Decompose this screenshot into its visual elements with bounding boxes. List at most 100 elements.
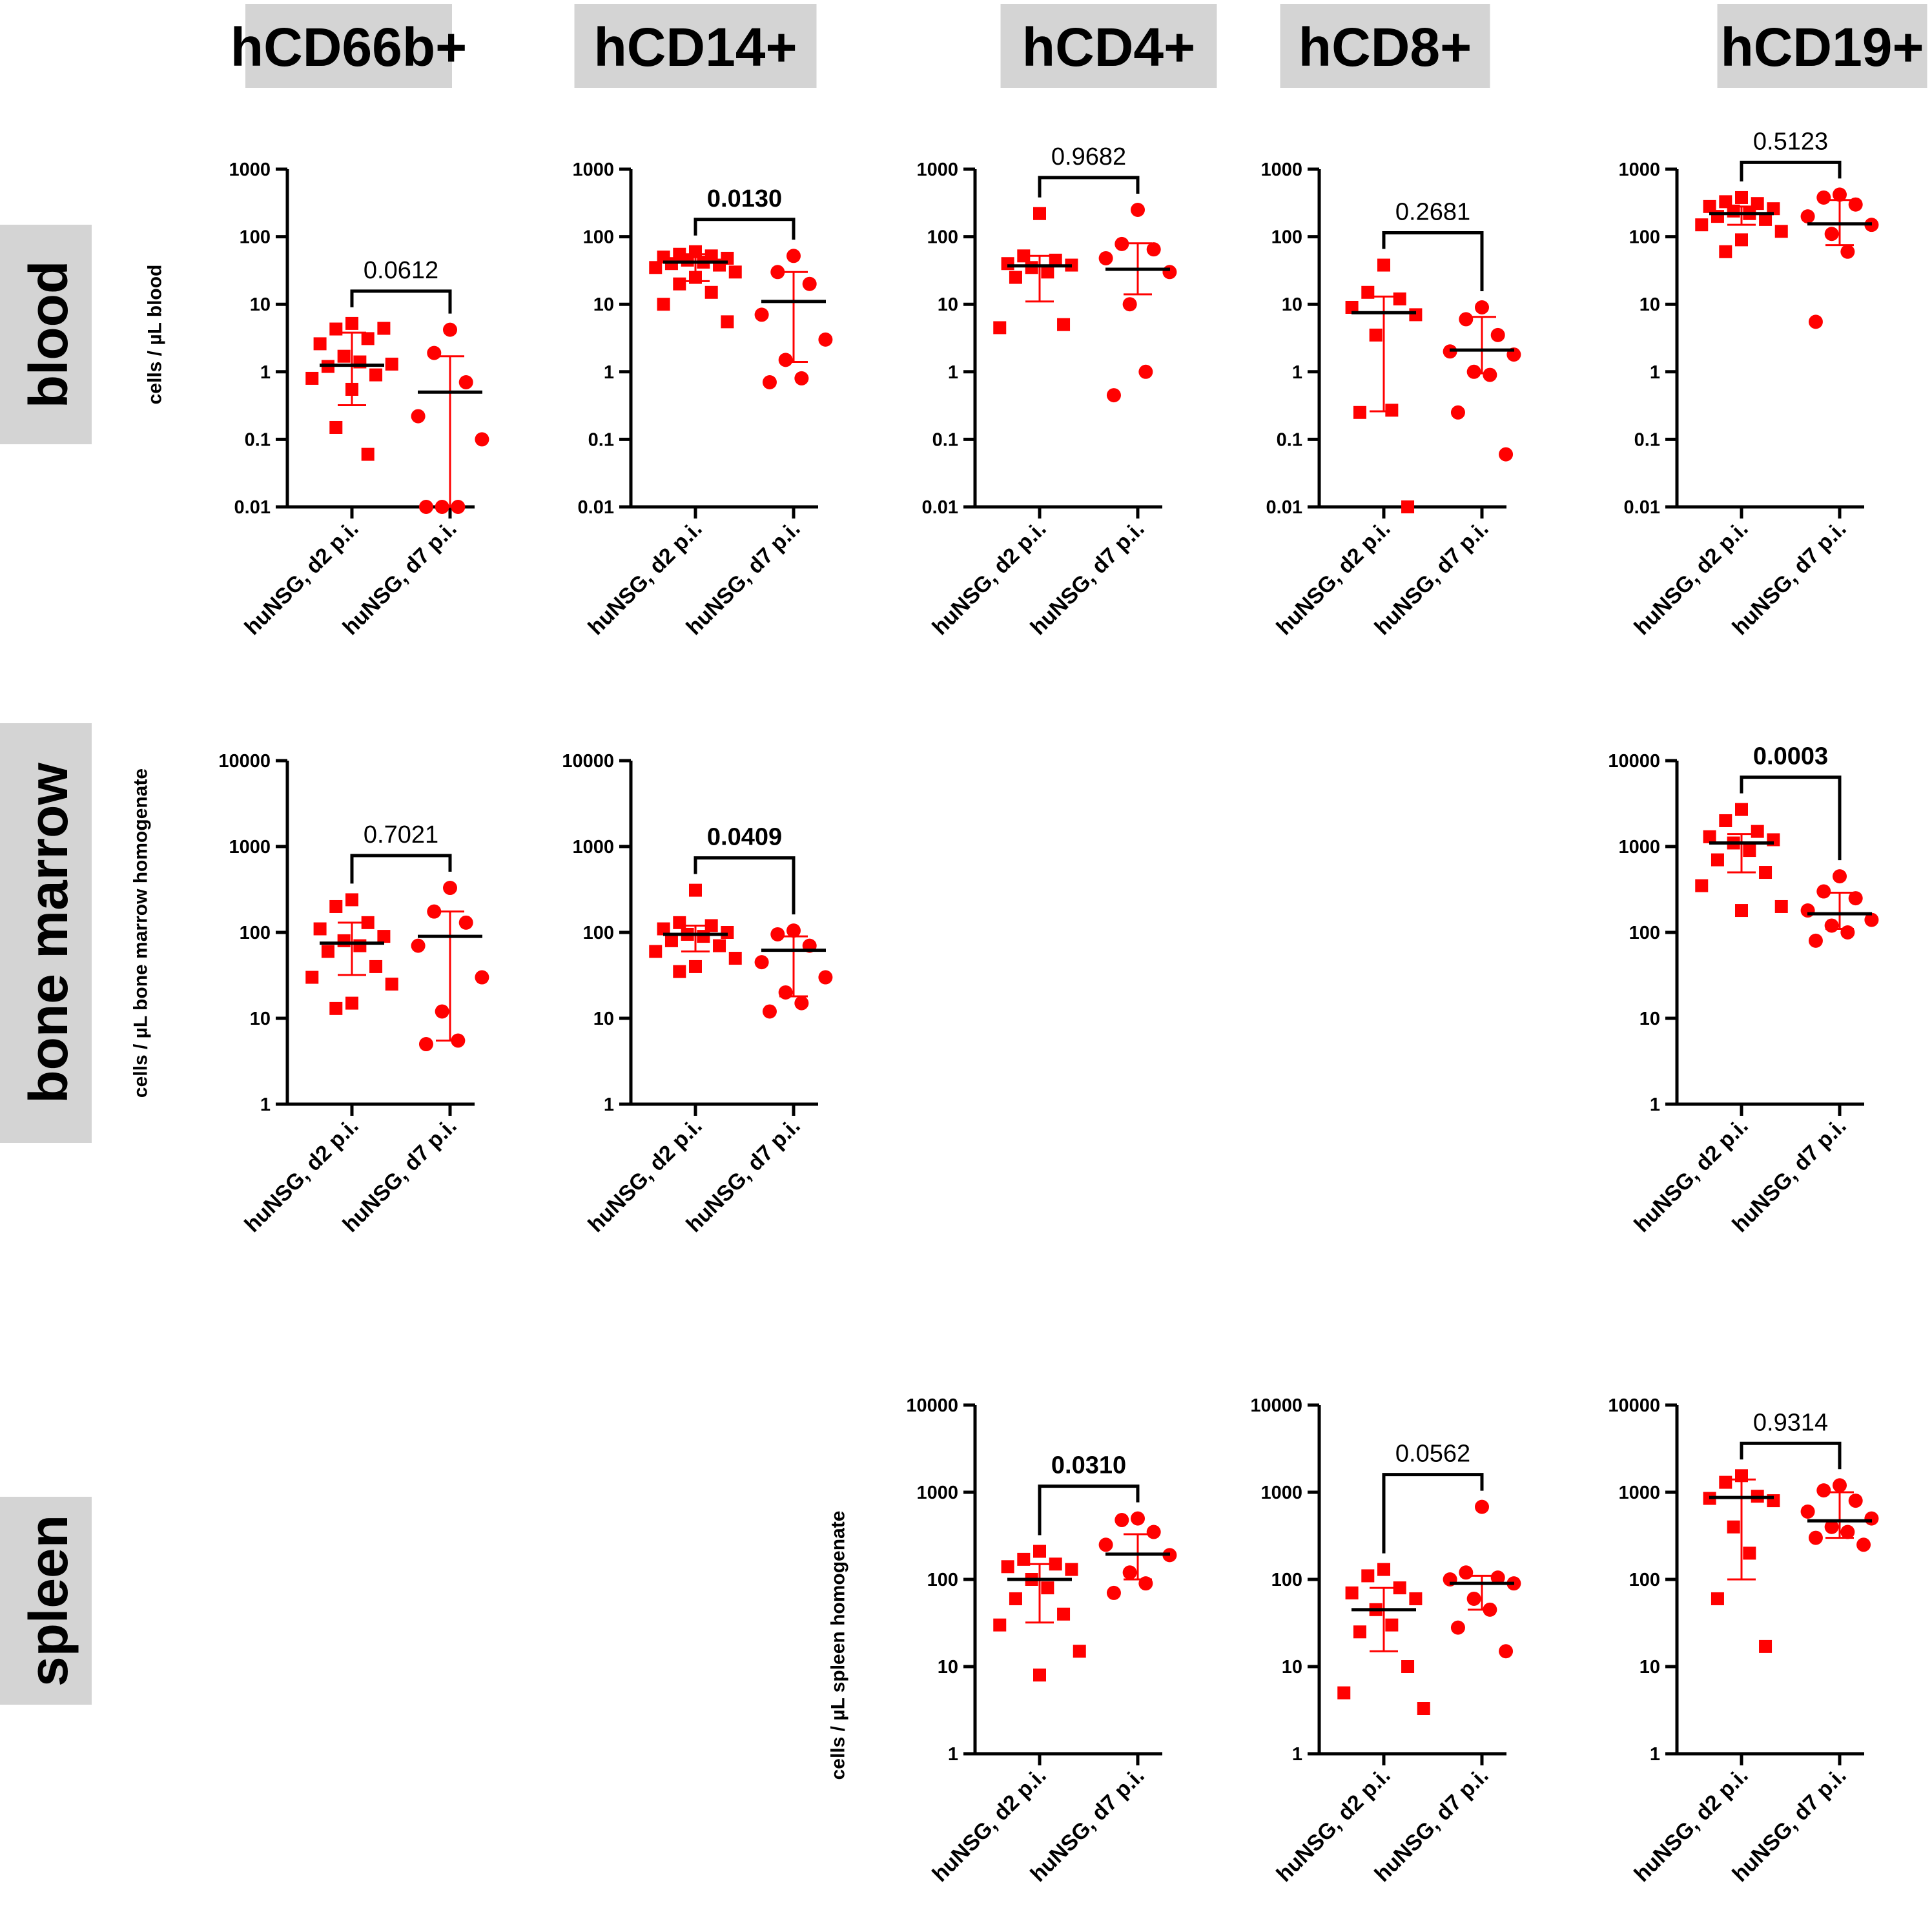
data-point-circle [1475, 300, 1489, 314]
y-tick-label: 1000 [1260, 159, 1302, 180]
data-point-square [649, 261, 663, 274]
data-point-square [369, 368, 383, 382]
y-tick-label: 10 [1282, 1657, 1302, 1678]
p-value-label: 0.0310 [1051, 1452, 1126, 1479]
p-value-label: 0.0409 [707, 824, 782, 851]
y-tick-label: 10000 [562, 751, 614, 772]
data-point-circle [1816, 190, 1831, 205]
y-tick-label: 100 [1629, 1570, 1660, 1590]
data-point-circle [475, 432, 489, 447]
data-point-circle [762, 1004, 777, 1019]
y-tick-label: 10000 [906, 1395, 958, 1416]
data-point-square [385, 978, 398, 991]
column-header-hcd19: hCD19+ [1717, 4, 1927, 88]
data-point-square [1353, 1625, 1366, 1639]
data-point-circle [762, 375, 777, 390]
data-point-circle [1808, 933, 1823, 948]
y-tick-label: 1 [260, 362, 271, 383]
data-point-square [713, 939, 726, 952]
data-point-circle [1808, 1530, 1823, 1545]
column-header-box [1000, 4, 1217, 88]
y-tick-label: 1 [604, 362, 614, 383]
y-tick-label: 100 [240, 923, 271, 943]
y-tick-label: 1000 [916, 1483, 958, 1503]
data-point-circle [1816, 1483, 1831, 1498]
data-point-circle [1848, 197, 1863, 212]
data-point-circle [411, 938, 426, 953]
data-point-circle [754, 955, 769, 970]
y-tick-label: 1 [1292, 1744, 1302, 1765]
data-point-circle [458, 915, 473, 930]
data-point-circle [451, 500, 466, 514]
data-point-square [1711, 210, 1724, 223]
data-point-square [377, 322, 391, 335]
data-point-circle [1098, 251, 1113, 265]
data-point-square [1345, 1586, 1359, 1599]
p-value-label: 0.9682 [1051, 143, 1126, 170]
data-point-square [697, 930, 710, 943]
data-point-square [1065, 1563, 1078, 1576]
data-point-square [1001, 257, 1014, 271]
data-point-circle [1106, 1585, 1121, 1600]
p-value-label: 0.5123 [1753, 128, 1828, 155]
y-tick-label: 10000 [1250, 1395, 1302, 1416]
y-tick-label: 1 [948, 362, 958, 383]
data-point-circle [778, 353, 793, 367]
y-tick-label: 1 [260, 1094, 271, 1115]
y-tick-label: 1000 [572, 159, 614, 180]
column-header-hcd8: hCD8+ [1280, 4, 1490, 88]
data-point-square [1735, 1469, 1748, 1483]
data-point-square [1751, 197, 1764, 211]
data-point-circle [786, 249, 801, 263]
data-point-circle [427, 345, 442, 360]
p-value-label: 0.0130 [707, 185, 782, 212]
y-tick-label: 1000 [1618, 1483, 1660, 1503]
row-header-bone-marrow: bone marrow [0, 723, 92, 1143]
data-point-square [1759, 212, 1773, 226]
data-point-circle [418, 1037, 433, 1052]
column-header-box [1280, 4, 1490, 88]
data-point-square [329, 1002, 343, 1015]
data-point-square [369, 960, 383, 973]
data-point-square [1337, 1686, 1351, 1700]
significance-bracket [1038, 1484, 1140, 1536]
data-point-square [321, 945, 334, 958]
data-point-circle [1131, 202, 1145, 217]
y-tick-label: 100 [583, 227, 614, 248]
y-tick-label: 1000 [1618, 159, 1660, 180]
data-point-square [1711, 1592, 1724, 1605]
data-point-square [704, 285, 718, 299]
y-tick-label: 100 [927, 1570, 958, 1590]
data-point-square [1361, 285, 1375, 299]
data-point-circle [1848, 1494, 1863, 1508]
data-point-square [1009, 1592, 1022, 1605]
data-point-circle [435, 1004, 449, 1019]
data-point-circle [1466, 1591, 1481, 1606]
data-point-square [1049, 1557, 1062, 1571]
data-point-square [1377, 1563, 1390, 1576]
data-point-square [1719, 814, 1732, 827]
data-point-square [1743, 844, 1756, 858]
data-point-circle [1490, 327, 1505, 342]
data-point-square [1767, 202, 1780, 216]
data-point-square [689, 271, 702, 284]
data-point-circle [1115, 236, 1129, 251]
data-point-square [1735, 190, 1748, 204]
p-value-label: 0.0003 [1753, 743, 1828, 770]
data-point-square [1033, 1669, 1046, 1682]
y-tick-label: 10 [1639, 294, 1660, 315]
significance-bracket [694, 856, 796, 915]
data-point-circle [1450, 1620, 1465, 1635]
y-tick-label: 10 [593, 1009, 614, 1029]
data-point-square [1009, 271, 1022, 284]
y-tick-label: 10 [1639, 1009, 1660, 1029]
y-tick-label: 1 [948, 1744, 958, 1765]
p-value-label: 0.0612 [364, 257, 438, 284]
data-point-circle [1499, 447, 1514, 462]
significance-bracket [1038, 176, 1140, 198]
